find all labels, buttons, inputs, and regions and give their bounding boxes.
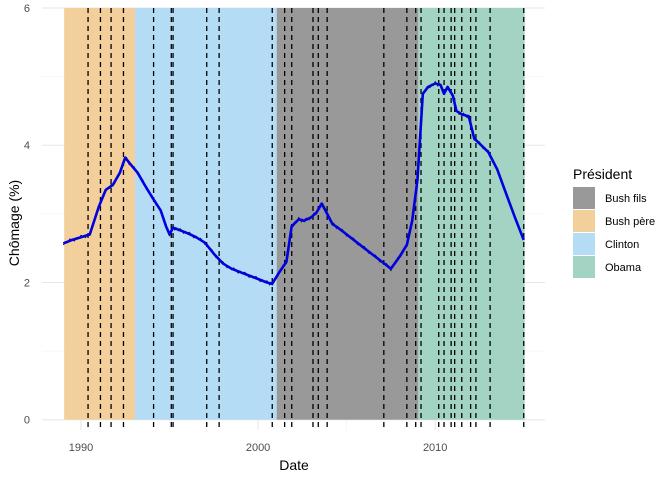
x-axis-title: Date	[279, 457, 309, 473]
y-tick-label: 6	[24, 3, 30, 15]
event-vlines	[87, 8, 525, 430]
series-layer	[62, 80, 525, 286]
x-tick-label: 2000	[246, 442, 270, 454]
legend-label: Bush fils	[605, 193, 647, 205]
y-axis-title: Chômage (%)	[6, 180, 22, 266]
legend-swatch	[573, 233, 595, 255]
y-tick-label: 4	[24, 140, 30, 152]
presidency-band	[64, 8, 135, 420]
presidency-bands	[64, 8, 525, 420]
x-tick-label: 2010	[423, 442, 447, 454]
series-line	[62, 82, 525, 286]
y-tick-label: 2	[24, 277, 30, 289]
presidency-band	[134, 8, 277, 420]
x-tick-label: 1990	[69, 442, 93, 454]
presidency-band	[418, 8, 525, 420]
legend-label: Obama	[605, 262, 642, 274]
legend-swatch	[573, 210, 595, 232]
y-tick-label: 0	[24, 415, 30, 427]
x-axis-ticks: 1990 2000 2010	[69, 442, 448, 454]
presidency-band	[276, 8, 419, 420]
legend-title: Président	[573, 166, 632, 182]
y-axis-ticks: 0 2 4 6	[24, 3, 30, 427]
legend-swatch	[573, 187, 595, 209]
legend-label: Bush père	[605, 216, 655, 228]
legend-label: Clinton	[605, 239, 639, 251]
legend: Président Bush fils Bush père Clinton Obama	[573, 166, 655, 278]
legend-swatch	[573, 256, 595, 278]
